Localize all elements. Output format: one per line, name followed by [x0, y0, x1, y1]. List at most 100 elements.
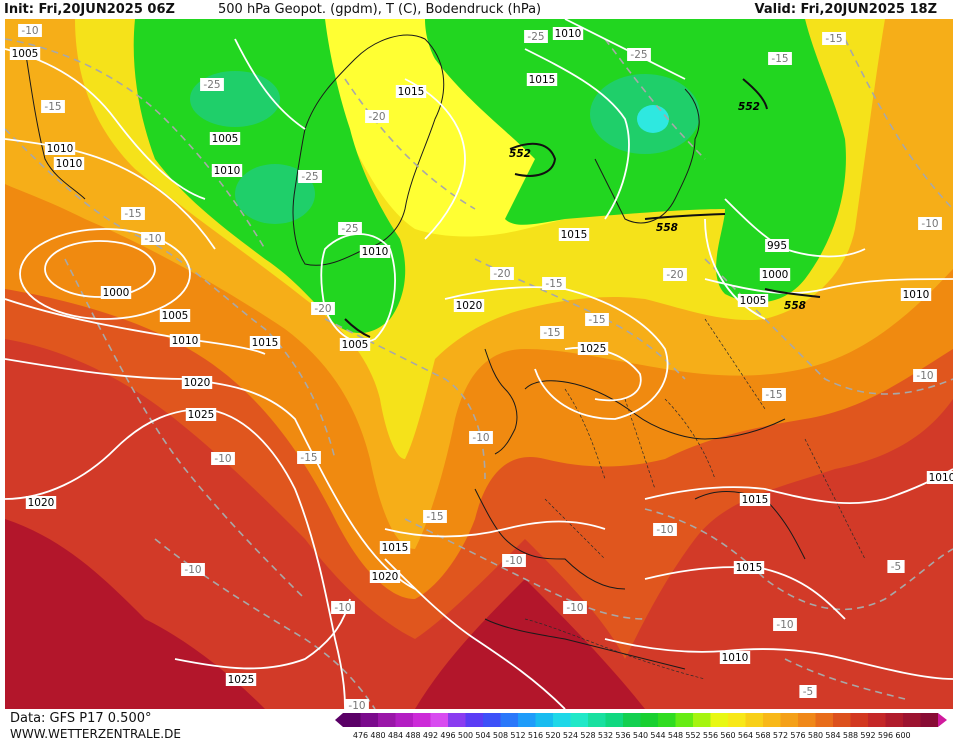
- legend-tick-label: 572: [773, 731, 788, 740]
- map-label-box: [345, 699, 369, 709]
- map-label-box: [53, 157, 85, 170]
- temperature-label: -15: [540, 326, 564, 339]
- temperature-label: -10: [211, 452, 235, 465]
- map-label-text: -15: [771, 53, 788, 65]
- legend-swatch: [570, 713, 588, 727]
- legend-swatch: [640, 713, 658, 727]
- map-label-text: 1010: [722, 652, 749, 664]
- pressure-label: 995: [765, 239, 789, 252]
- map-label-box: [181, 376, 213, 389]
- map-label-box: [719, 651, 751, 664]
- map-label-text: 1015: [252, 337, 279, 349]
- map-label-box: [558, 228, 590, 241]
- map-label-box: [200, 78, 224, 91]
- map-label-text: -10: [656, 524, 673, 536]
- map-label-text: 1010: [47, 143, 74, 155]
- map-label-text: 1010: [172, 335, 199, 347]
- map-label-text: 1000: [103, 287, 130, 299]
- pressure-label: 1020: [181, 376, 213, 389]
- map-label-text: -15: [765, 389, 782, 401]
- legend-swatch: [693, 713, 711, 727]
- map-label-text: -15: [426, 511, 443, 523]
- legend-swatch: [885, 713, 903, 727]
- map-label-text: -15: [545, 278, 562, 290]
- map-label-box: [765, 239, 789, 252]
- field-teal-2: [235, 164, 315, 224]
- map-label-box: [577, 342, 609, 355]
- map-label-box: [298, 170, 322, 183]
- map-footer: Data: GFS P17 0.500° WWW.WETTERZENTRALE.…: [0, 710, 959, 741]
- pressure-label: 1005: [159, 309, 191, 322]
- map-label-text: 995: [767, 240, 787, 252]
- temperature-label: -20: [663, 268, 687, 281]
- map-label-box: [18, 24, 42, 37]
- temperature-label: -10: [469, 431, 493, 444]
- map-label-text: 558: [784, 300, 806, 312]
- temperature-label: -15: [41, 100, 65, 113]
- legend-swatch: [395, 713, 413, 727]
- legend-arrow-right: [938, 713, 947, 727]
- temperature-label: -10: [913, 369, 937, 382]
- map-label-text: 1025: [228, 674, 255, 686]
- map-label-text: -20: [368, 111, 385, 123]
- temperature-label: -10: [773, 618, 797, 631]
- legend-tick-label: 548: [668, 731, 683, 740]
- legend-swatch: [675, 713, 693, 727]
- temperature-label: -20: [365, 110, 389, 123]
- map-label-text: 558: [656, 222, 678, 234]
- map-label-text: -25: [527, 31, 544, 43]
- map-label-text: -10: [776, 619, 793, 631]
- isobars: [5, 19, 953, 709]
- legend-swatch: [798, 713, 816, 727]
- pressure-label: 1015: [526, 73, 558, 86]
- map-label-text: 1010: [362, 246, 389, 258]
- map-label-text: -15: [543, 327, 560, 339]
- pressure-label: 1015: [379, 541, 411, 554]
- pressure-label: 1005: [339, 338, 371, 351]
- map-label-box: [773, 618, 797, 631]
- map-label-box: [181, 563, 205, 576]
- map-label-box: [526, 73, 558, 86]
- legend-swatch: [780, 713, 798, 727]
- map-label-text: 1010: [903, 289, 930, 301]
- legend-tick-label: 484: [388, 731, 403, 740]
- map-label-text: 1015: [529, 74, 556, 86]
- map-label-box: [41, 100, 65, 113]
- temperature-label: -10: [653, 523, 677, 536]
- legend-tick-label: 476: [353, 731, 368, 740]
- pressure-label: 1005: [209, 132, 241, 145]
- temperature-label: -25: [524, 30, 548, 43]
- legend-tick-label: 544: [650, 731, 665, 740]
- legend-tick-label: 492: [423, 731, 438, 740]
- map-label-box: [159, 309, 191, 322]
- temperature-label: -10: [563, 601, 587, 614]
- temperature-label: -25: [338, 222, 362, 235]
- website-label: WWW.WETTERZENTRALE.DE: [10, 727, 181, 741]
- map-label-text: 1020: [372, 571, 399, 583]
- map-label-box: [395, 85, 427, 98]
- temperature-label: -10: [918, 217, 942, 230]
- legend-swatch: [850, 713, 868, 727]
- map-label-text: -5: [891, 561, 901, 573]
- map-label-box: [799, 685, 817, 698]
- map-label-text: -25: [203, 79, 220, 91]
- map-label-box: [209, 132, 241, 145]
- map-label-text: 1010: [56, 158, 83, 170]
- map-label-box: [739, 493, 771, 506]
- legend-swatch: [605, 713, 623, 727]
- map-label-box: [339, 338, 371, 351]
- legend-swatch: [378, 713, 396, 727]
- legend-swatch: [745, 713, 763, 727]
- pressure-label: 1015: [249, 336, 281, 349]
- map-label-box: [552, 27, 584, 40]
- map-label-text: 1015: [561, 229, 588, 241]
- map-label-text: -15: [300, 452, 317, 464]
- map-label-box: [311, 302, 335, 315]
- pressure-label: 1005: [9, 47, 41, 60]
- legend-tick-label: 540: [633, 731, 648, 740]
- legend-tick-label: 532: [598, 731, 613, 740]
- temperature-label: -15: [423, 510, 447, 523]
- map-label-text: -15: [44, 101, 61, 113]
- legend-tick-label: 580: [808, 731, 823, 740]
- legend-tick-label: 520: [545, 731, 560, 740]
